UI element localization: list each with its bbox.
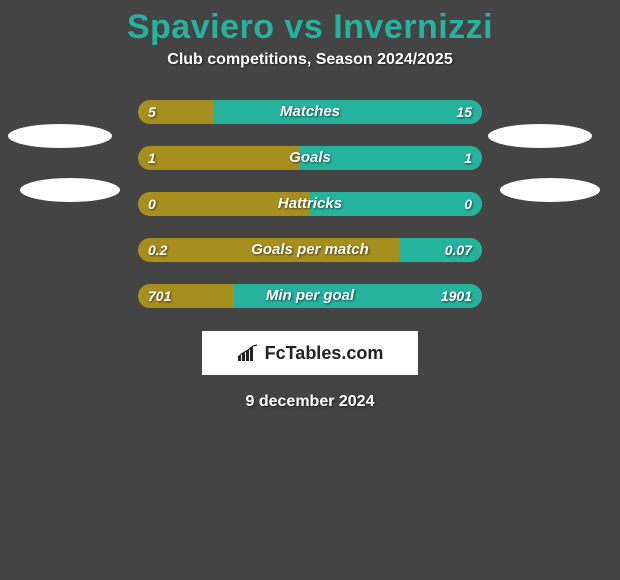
bar-fill: [300, 146, 482, 170]
player-badge: [488, 124, 592, 148]
date-label: 9 december 2024: [0, 393, 620, 411]
source-logo[interactable]: FcTables.com: [202, 331, 418, 375]
player-badge: [8, 124, 112, 148]
bars-icon: [237, 344, 259, 362]
bar-track: [138, 192, 482, 216]
bar-track: [138, 284, 482, 308]
logo-text: FcTables.com: [265, 343, 384, 364]
stat-row: Min per goal7011901: [0, 273, 620, 319]
bar-track: [138, 238, 482, 262]
stat-row: Goals per match0.20.07: [0, 227, 620, 273]
subtitle: Club competitions, Season 2024/2025: [0, 51, 620, 89]
bar-fill: [310, 192, 482, 216]
bar-fill: [399, 238, 482, 262]
comparison-widget: Spaviero vs Invernizzi Club competitions…: [0, 0, 620, 411]
bar-fill: [234, 284, 482, 308]
bar-track: [138, 146, 482, 170]
player-badge: [500, 178, 600, 202]
player-badge: [20, 178, 120, 202]
page-title: Spaviero vs Invernizzi: [0, 0, 620, 51]
bar-track: [138, 100, 482, 124]
bar-fill: [214, 100, 482, 124]
